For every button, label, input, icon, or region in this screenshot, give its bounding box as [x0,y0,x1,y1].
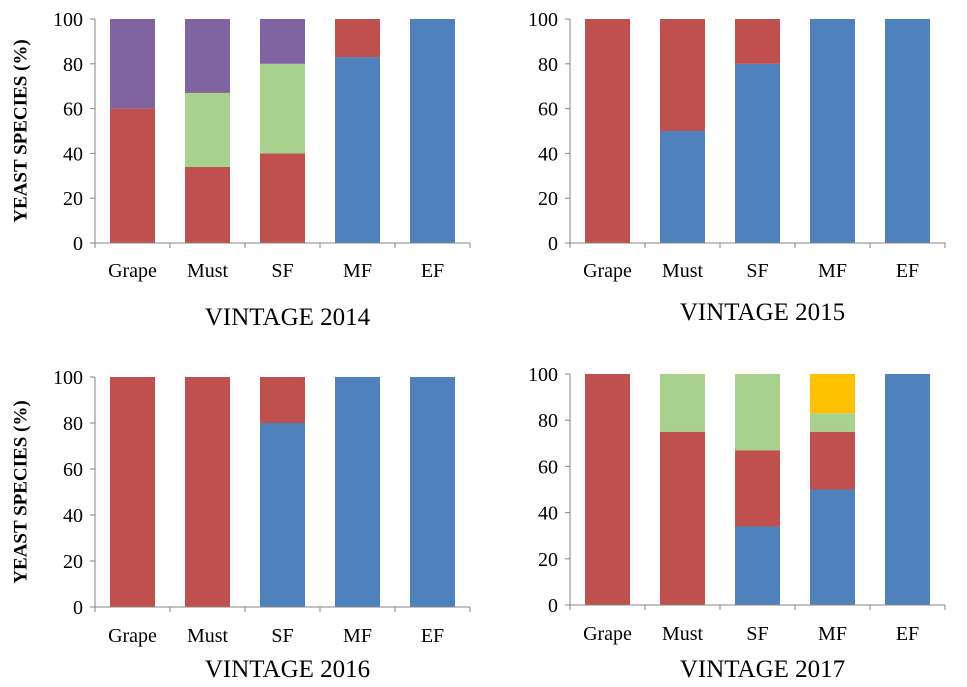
bar-segment [735,19,780,64]
bar-segment [735,63,780,243]
y-tick-label: 60 [63,99,83,121]
y-tick-label: 40 [63,505,83,527]
chart-panel-2: 0 20 40 60 80 100 Grape Must SF MF EF VINTAGE 2016 Y… [10,367,471,683]
bar-segment [660,431,705,605]
x-tick-label: EF [421,625,444,647]
chart-title: VINTAGE 2014 [205,304,371,331]
y-tick-label: 40 [63,143,83,165]
chart-title: VINTAGE 2015 [680,299,845,326]
bar-segment [660,19,705,131]
bar-segment [185,377,230,607]
bar-segment [660,374,705,432]
y-tick-label: 100 [53,9,83,31]
x-tick-label: MF [343,260,372,282]
y-tick-label: 60 [63,459,83,481]
y-tick-label: 20 [63,551,83,573]
bar-segment [185,92,230,167]
x-tick-label: Must [187,260,229,282]
chart-panel-3: 0 20 40 60 80 100 Grape Must SF MF EF VINTAGE 2017 [528,364,946,683]
y-tick-label: 0 [73,233,83,255]
bar-segment [110,108,155,243]
chart-panel-1: 0 20 40 60 80 100 Grape Must SF MF EF VINTAGE 2015 [528,9,946,326]
y-tick-label: 80 [63,413,83,435]
bar-segment [735,450,780,527]
bar-segment [585,19,630,243]
bar-segment [885,19,930,243]
bar-segment [110,377,155,607]
bar-segment [260,153,305,243]
bar-segment [260,63,305,154]
bar-segment [810,19,855,243]
y-tick-label: 40 [538,143,558,165]
bar-segment [335,377,380,607]
x-tick-label: Grape [108,260,157,282]
y-tick-label: 100 [53,367,83,389]
x-tick-label: SF [746,623,768,645]
x-tick-label: Must [662,260,704,282]
x-tick-label: Must [662,623,704,645]
bar-segment [335,57,380,243]
y-tick-label: 80 [538,54,558,76]
bar-segment [735,526,780,605]
y-tick-label: 60 [538,99,558,121]
y-tick-label: 0 [548,233,558,255]
x-tick-label: EF [896,623,919,645]
bar-segment [260,377,305,423]
bar-segment [735,374,780,451]
x-tick-label: Grape [108,625,157,647]
x-tick-label: MF [343,625,372,647]
y-tick-label: 20 [63,188,83,210]
y-axis-label: YEAST SPECIES (%) [10,400,31,583]
y-tick-label: 80 [538,410,558,432]
y-tick-label: 80 [63,54,83,76]
y-tick-label: 0 [73,597,83,619]
bar-segment [185,19,230,93]
chart-title: VINTAGE 2017 [680,656,845,682]
bar-segment [810,374,855,414]
x-tick-label: EF [896,260,919,282]
y-axis-label: YEAST SPECIES (%) [10,39,31,222]
y-tick-label: 100 [528,364,558,386]
x-tick-label: SF [746,260,768,282]
chart-title: VINTAGE 2016 [205,656,370,682]
bar-segment [110,19,155,109]
y-tick-label: 20 [538,188,558,210]
bar-segment [260,423,305,607]
x-tick-label: MF [818,623,847,645]
bar-segment [660,131,705,243]
bar-segment [810,413,855,432]
y-tick-label: 100 [528,9,558,31]
x-tick-label: EF [421,260,444,282]
bar-segment [260,19,305,64]
bar-segment [585,374,630,605]
y-tick-label: 0 [548,595,558,617]
bar-segment [885,374,930,605]
y-tick-label: 40 [538,503,558,525]
x-tick-label: Grape [583,623,632,645]
bar-segment [335,19,380,58]
x-tick-label: MF [818,260,847,282]
chart-panel-0: 0 20 40 60 80 100 Grape Must SF MF EF VINTAGE 2014 Y… [10,9,471,331]
x-tick-label: SF [271,260,293,282]
x-tick-label: Must [187,625,229,647]
y-tick-label: 60 [538,456,558,478]
bar-segment [810,431,855,490]
bar-segment [410,19,455,243]
bar-segment [185,166,230,243]
x-tick-label: SF [271,625,293,647]
bar-segment [810,489,855,605]
bar-segment [410,377,455,607]
x-tick-label: Grape [583,260,632,282]
y-tick-label: 20 [538,549,558,571]
